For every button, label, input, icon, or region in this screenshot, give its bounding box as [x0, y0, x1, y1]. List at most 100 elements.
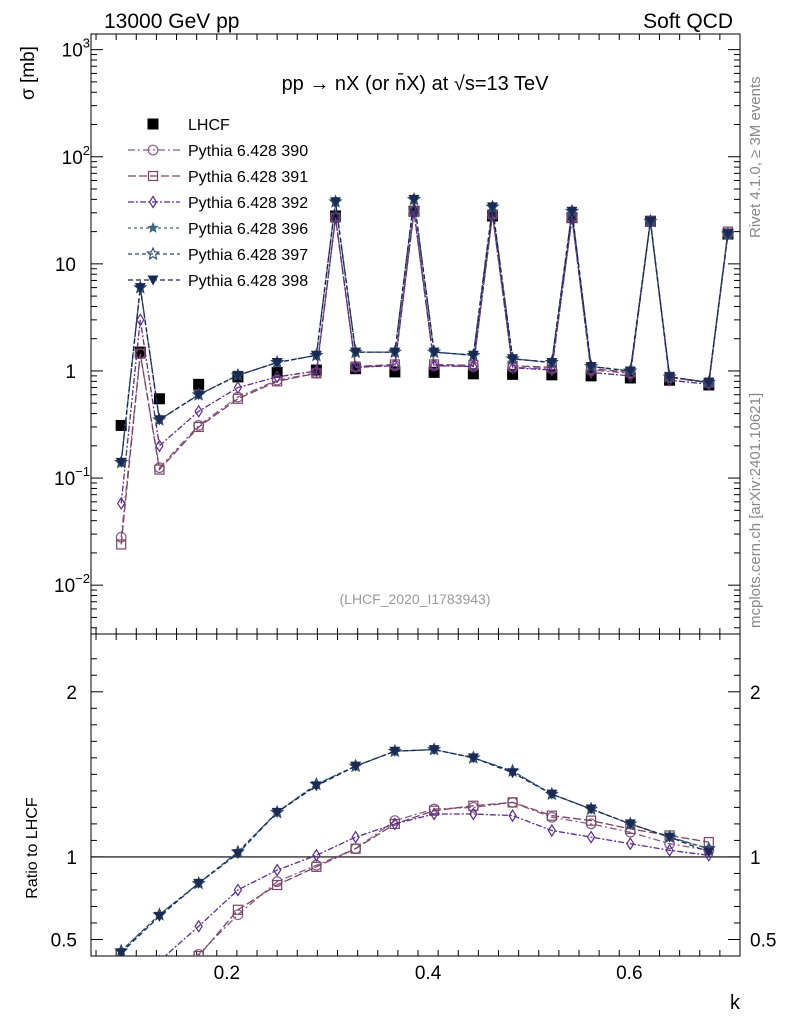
data-marker: [408, 194, 420, 205]
data-marker: [586, 830, 596, 844]
ratio-series-s398: [115, 745, 715, 956]
data-marker: [389, 746, 401, 757]
data-marker: [351, 360, 360, 374]
data-marker: [469, 359, 478, 374]
rivet-label: Rivet 4.1.0, ≥ 3M events: [747, 76, 764, 238]
data-marker: [351, 830, 360, 844]
legend-label: Pythia 6.428 390: [188, 143, 308, 160]
data-marker: [546, 810, 557, 821]
x-tick-label: 0.4: [415, 963, 442, 984]
data-marker: [194, 919, 203, 933]
data-marker: [350, 843, 361, 854]
data-marker: [665, 843, 674, 857]
data-marker: [232, 849, 244, 860]
data-marker: [722, 229, 734, 240]
main-y-tick-label: 102: [62, 143, 90, 169]
ratio-y-tick-label-right: 0.5: [750, 930, 776, 951]
data-marker: [272, 879, 283, 891]
data-marker: [232, 904, 244, 915]
data-marker: [703, 847, 715, 858]
x-tick-label: 0.6: [616, 963, 642, 984]
data-marker: [147, 170, 159, 182]
data-marker: [115, 419, 127, 431]
ratio-y-tick-label: 2: [66, 683, 77, 704]
data-marker: [507, 797, 518, 808]
data-marker: [233, 380, 243, 395]
legend-item: Pythia 6.428 392: [128, 195, 308, 212]
data-marker: [330, 210, 342, 222]
main-title: pp → nX (or n̄X) at √s=13 TeV: [282, 72, 550, 95]
legend-label: LHCF: [188, 117, 230, 134]
ratio-panel-frame: [90, 633, 741, 957]
data-marker: [193, 378, 205, 390]
data-marker: [624, 819, 636, 830]
data-marker: [469, 807, 478, 821]
data-marker: [136, 313, 145, 327]
data-marker: [585, 804, 597, 815]
data-marker: [147, 222, 159, 233]
data-marker: [194, 404, 203, 418]
data-marker: [145, 246, 161, 261]
x-tick-label: 0.2: [214, 963, 240, 984]
main-series-s398: [115, 194, 734, 468]
data-marker: [350, 347, 362, 358]
data-marker: [271, 807, 283, 818]
data-marker: [429, 805, 440, 816]
data-marker: [390, 359, 400, 373]
data-marker: [467, 753, 479, 764]
data-marker: [115, 457, 127, 468]
data-marker: [311, 861, 322, 872]
series-line: [120, 211, 729, 538]
ratio-series: [114, 742, 716, 956]
data-marker: [312, 364, 321, 378]
data-marker: [272, 376, 283, 387]
series-line: [195, 801, 709, 956]
main-y-tick-label: 10−1: [54, 464, 90, 490]
data-marker: [585, 370, 597, 382]
ratio-axes: 0.5 0.5 1 1 2 2 0.2 0.4 0.6: [51, 634, 776, 984]
data-marker: [148, 195, 158, 209]
data-marker: [428, 745, 440, 756]
ratio-ylabel: Ratio to LHCF: [24, 797, 41, 899]
legend-item: Pythia 6.428 396: [128, 221, 308, 238]
data-marker: [193, 390, 205, 401]
data-marker: [330, 197, 342, 208]
legend-item: LHCF: [147, 117, 230, 134]
data-marker: [626, 837, 635, 851]
data-marker: [467, 368, 479, 380]
data-marker: [547, 823, 557, 838]
data-marker: [153, 415, 165, 426]
data-marker: [312, 848, 321, 862]
data-marker: [147, 118, 159, 130]
series-line: [120, 748, 710, 954]
ratio-y-tick-label: 1: [66, 848, 77, 869]
ratio-series-s392: [158, 807, 714, 956]
data-marker: [233, 883, 243, 897]
data-marker: [193, 421, 204, 433]
legend-label: Pythia 6.428 392: [188, 195, 308, 212]
legend-label: Pythia 6.428 397: [188, 247, 308, 264]
data-marker: [116, 539, 127, 550]
legend-item: Pythia 6.428 398: [128, 273, 308, 290]
data-marker: [429, 359, 439, 373]
main-y-tick-label: 1: [65, 362, 76, 383]
main-y-tick-label: 10: [55, 255, 76, 276]
data-marker: [644, 216, 656, 227]
data-marker: [546, 789, 558, 800]
data-marker: [429, 807, 439, 821]
category-label: Soft QCD: [643, 10, 733, 33]
ratio-y-tick-label: 0.5: [51, 930, 77, 951]
data-marker: [390, 817, 400, 831]
data-marker: [134, 283, 146, 294]
data-marker: [428, 366, 440, 378]
mcplots-label: mcplots.cern.ch [arXiv:2401.10621]: [747, 393, 764, 628]
data-marker: [389, 347, 401, 358]
data-marker: [155, 439, 164, 453]
data-marker: [134, 346, 146, 358]
legend-item: Pythia 6.428 397: [128, 246, 308, 264]
data-marker: [566, 206, 578, 217]
data-marker: [585, 362, 597, 373]
data-marker: [488, 207, 497, 221]
data-marker: [409, 204, 419, 218]
